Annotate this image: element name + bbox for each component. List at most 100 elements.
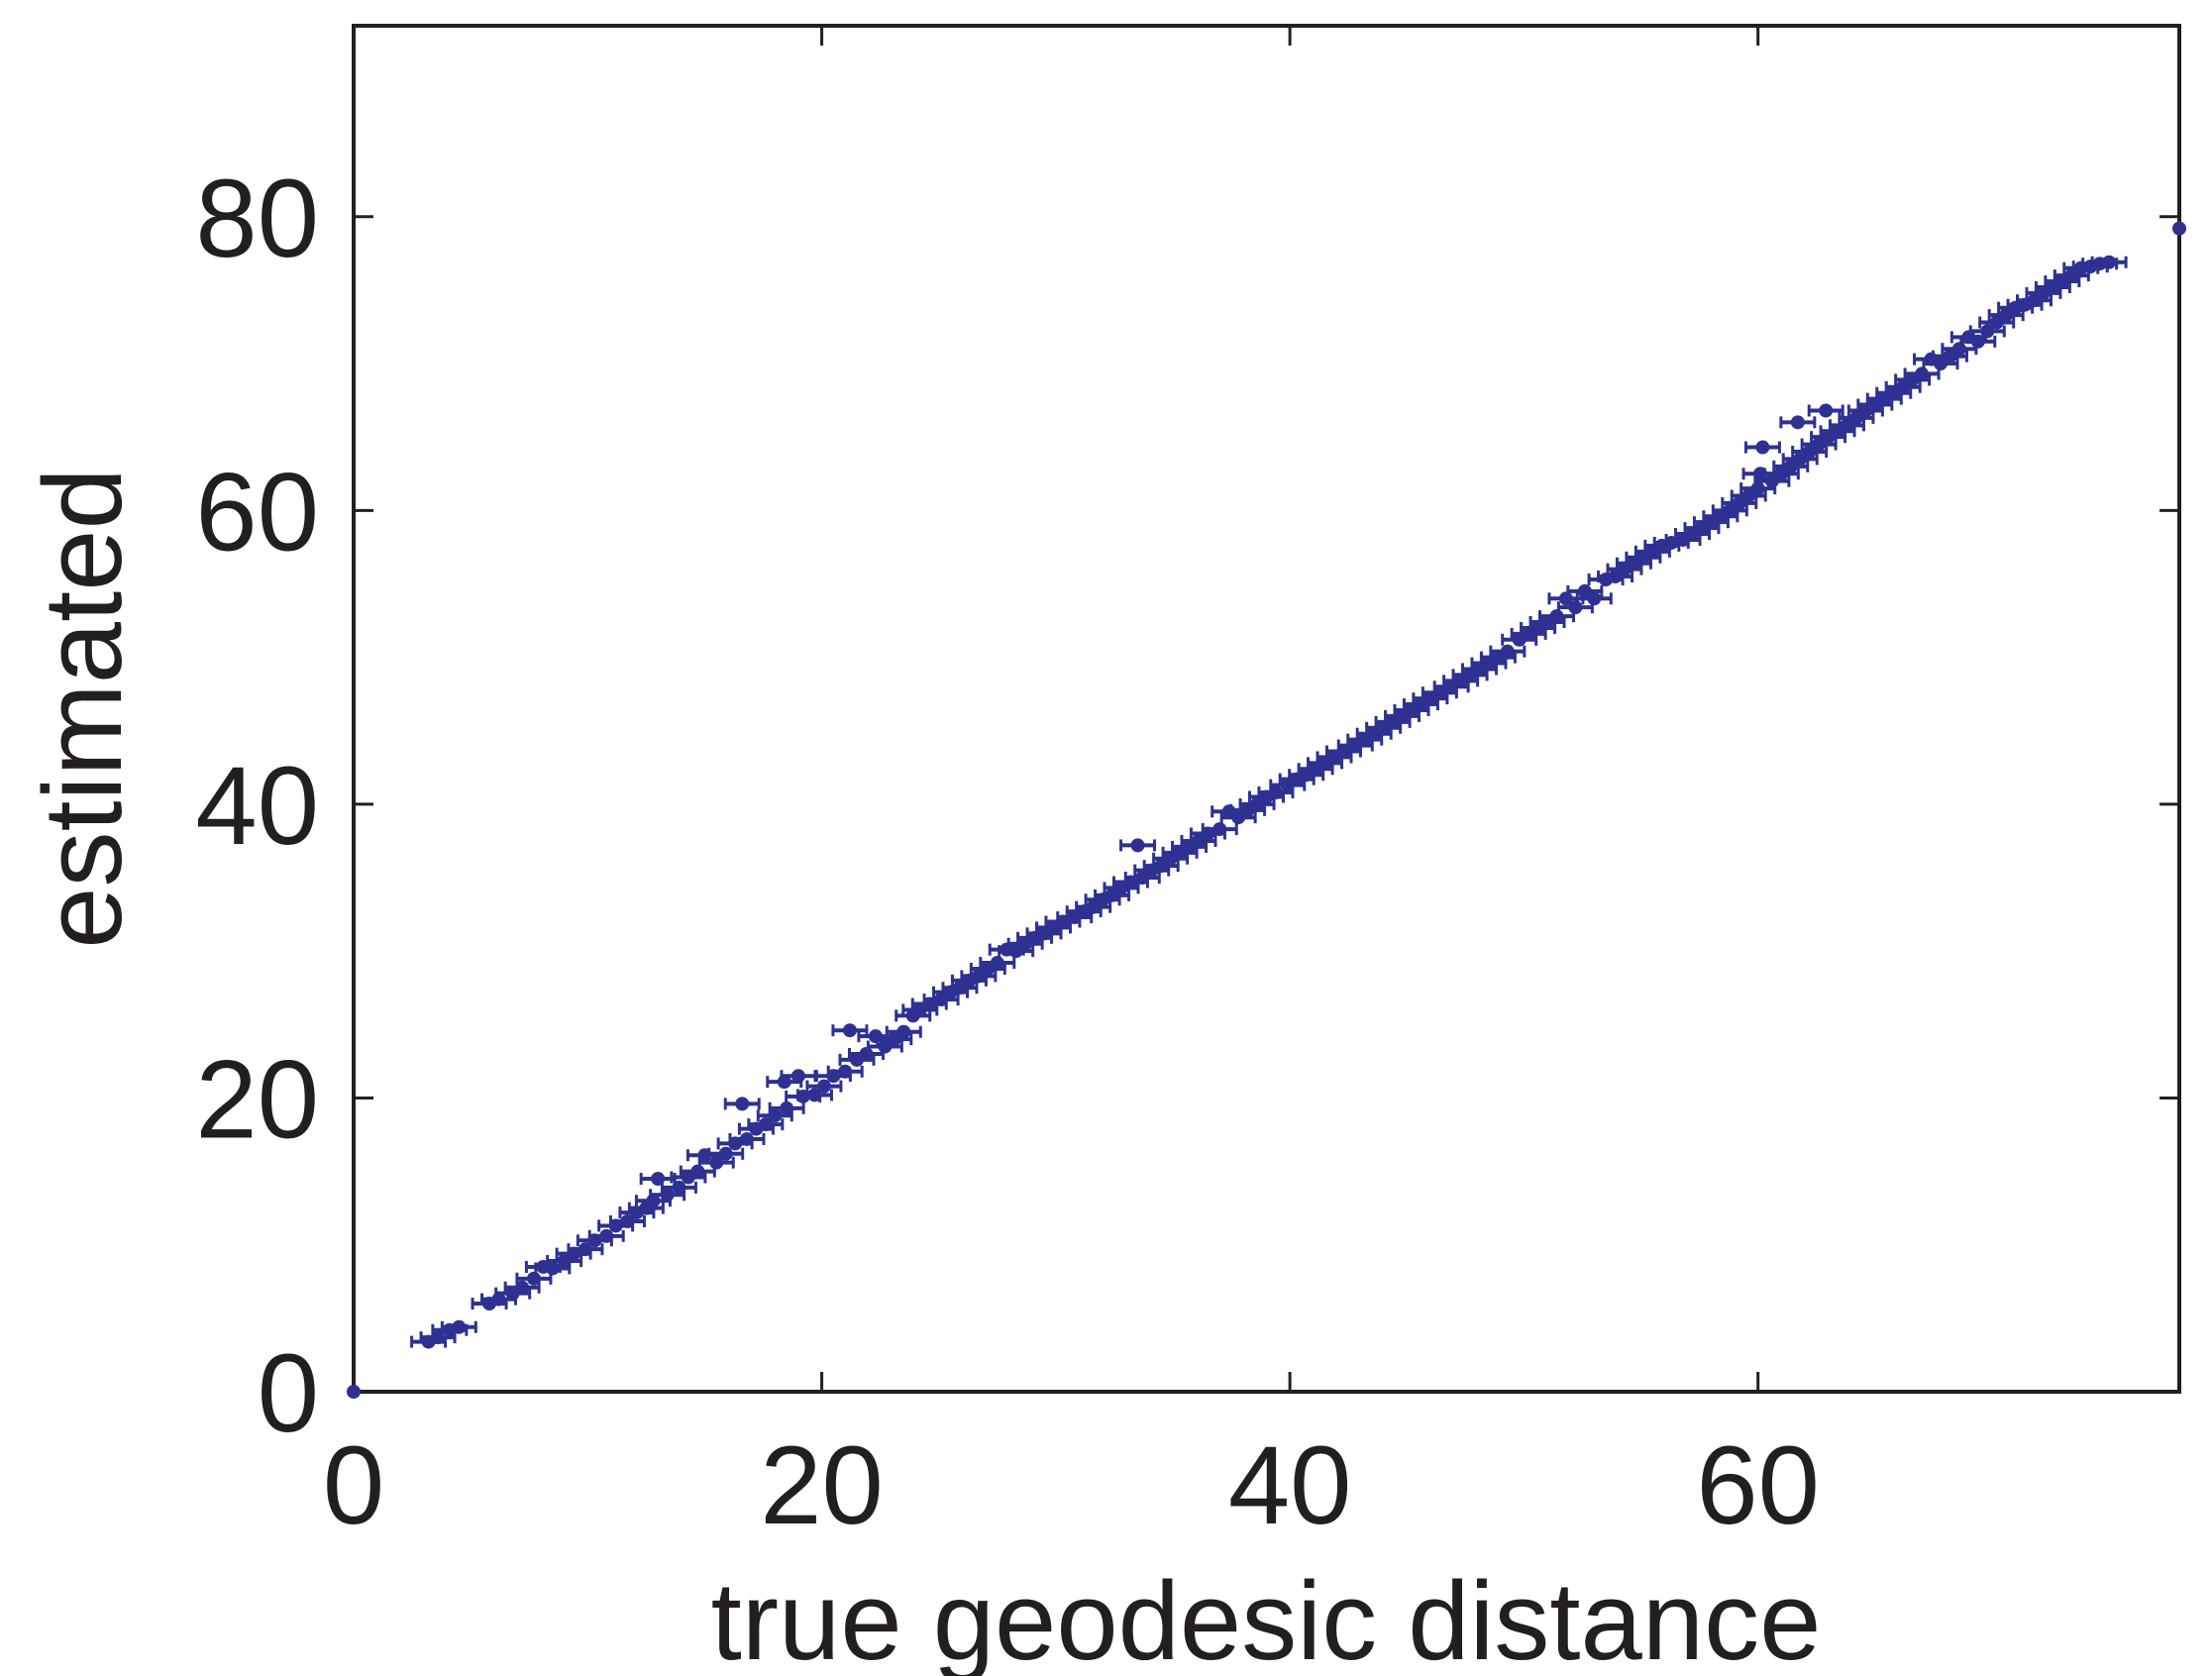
marker xyxy=(452,1319,467,1334)
marker xyxy=(1989,315,2004,330)
data-point xyxy=(979,956,1016,971)
data-point xyxy=(546,1254,583,1269)
data-point xyxy=(1978,315,2016,330)
data-point xyxy=(1575,591,1613,606)
data-point xyxy=(1931,349,1968,364)
marker xyxy=(1774,467,1789,481)
data-point xyxy=(567,1242,604,1257)
data-point xyxy=(660,1180,697,1195)
data-point xyxy=(1807,403,1844,418)
marker xyxy=(1812,437,1827,452)
marker xyxy=(790,1069,805,1084)
data-point xyxy=(1324,744,1362,759)
data-point xyxy=(1721,495,1758,510)
data-point xyxy=(1730,488,1767,503)
data-point xyxy=(885,1024,922,1039)
marker xyxy=(599,1228,614,1243)
marker xyxy=(2064,268,2079,283)
data-point xyxy=(503,1280,541,1295)
marker xyxy=(2027,293,2042,308)
marker xyxy=(1999,308,2014,323)
data-point xyxy=(1941,342,1978,357)
marker xyxy=(660,1188,675,1203)
marker xyxy=(1723,503,1738,518)
tick-labels: 0 20 40 60 0 20 40 60 80 xyxy=(195,157,1820,1547)
marker xyxy=(859,1046,874,1061)
marker xyxy=(578,1242,592,1257)
data-point xyxy=(1566,583,1604,598)
data-point xyxy=(876,1032,913,1047)
marker xyxy=(431,1330,446,1345)
data-point xyxy=(1597,570,1634,584)
marker xyxy=(971,969,986,984)
data-point xyxy=(1489,644,1527,659)
marker xyxy=(347,1385,361,1399)
marker xyxy=(1558,591,1573,606)
data-point xyxy=(747,1117,785,1132)
data-point xyxy=(1219,810,1257,825)
marker xyxy=(1432,685,1447,700)
x-tick-label: 20 xyxy=(760,1423,884,1547)
data-point xyxy=(1779,415,1817,430)
marker xyxy=(672,1180,686,1195)
y-tick-label: 40 xyxy=(195,744,319,868)
data-point xyxy=(440,1319,477,1334)
marker xyxy=(934,993,949,1007)
marker xyxy=(1840,418,1854,433)
marker xyxy=(515,1280,530,1295)
data-points xyxy=(347,221,2186,1399)
marker xyxy=(1741,488,1756,503)
data-point xyxy=(826,1064,864,1079)
data-point xyxy=(1180,833,1217,848)
marker xyxy=(1764,473,1779,488)
data-point xyxy=(1075,899,1112,914)
data-point xyxy=(768,1100,805,1115)
data-point xyxy=(1123,871,1161,886)
marker xyxy=(1008,944,1023,959)
marker xyxy=(816,1079,831,1094)
marker xyxy=(739,1131,754,1146)
data-point xyxy=(1791,445,1829,460)
data-point xyxy=(347,1385,361,1399)
marker xyxy=(1568,600,1583,615)
data-point xyxy=(1743,440,1781,455)
data-point xyxy=(2016,293,2054,308)
data-point xyxy=(1800,437,1838,452)
data-point xyxy=(1987,308,2025,323)
data-point xyxy=(847,1046,885,1061)
data-point xyxy=(608,1213,646,1228)
marker xyxy=(1980,324,1995,339)
marker xyxy=(1130,838,1145,853)
marker xyxy=(896,1024,911,1039)
marker xyxy=(1951,342,1966,357)
data-point xyxy=(1838,410,1875,425)
data-point xyxy=(515,1271,553,1286)
marker xyxy=(990,956,1004,971)
marker xyxy=(1970,334,1985,349)
marker xyxy=(1896,379,1911,394)
marker xyxy=(620,1213,635,1228)
data-point xyxy=(728,1131,766,1146)
data-point xyxy=(1781,452,1819,467)
marker xyxy=(1086,899,1101,914)
marker xyxy=(1943,349,1957,364)
data-point xyxy=(998,944,1035,959)
data-point xyxy=(941,981,979,995)
axis-ticks xyxy=(352,26,2179,1394)
plot-area xyxy=(352,24,2181,1394)
data-point xyxy=(2090,255,2128,269)
marker xyxy=(1105,888,1119,902)
marker xyxy=(545,1261,560,1276)
marker xyxy=(526,1271,541,1286)
marker xyxy=(1587,591,1602,606)
marker xyxy=(1250,796,1265,811)
marker xyxy=(1577,583,1592,598)
data-point xyxy=(1762,467,1800,481)
marker xyxy=(1268,786,1283,800)
y-axis-label: estimated xyxy=(21,468,145,949)
x-tick-label: 40 xyxy=(1228,1423,1352,1547)
marker xyxy=(1790,415,1805,430)
data-point xyxy=(587,1228,625,1243)
x-axis-label: true geodesic distance xyxy=(711,1559,1822,1676)
y-tick-label: 0 xyxy=(258,1331,319,1455)
